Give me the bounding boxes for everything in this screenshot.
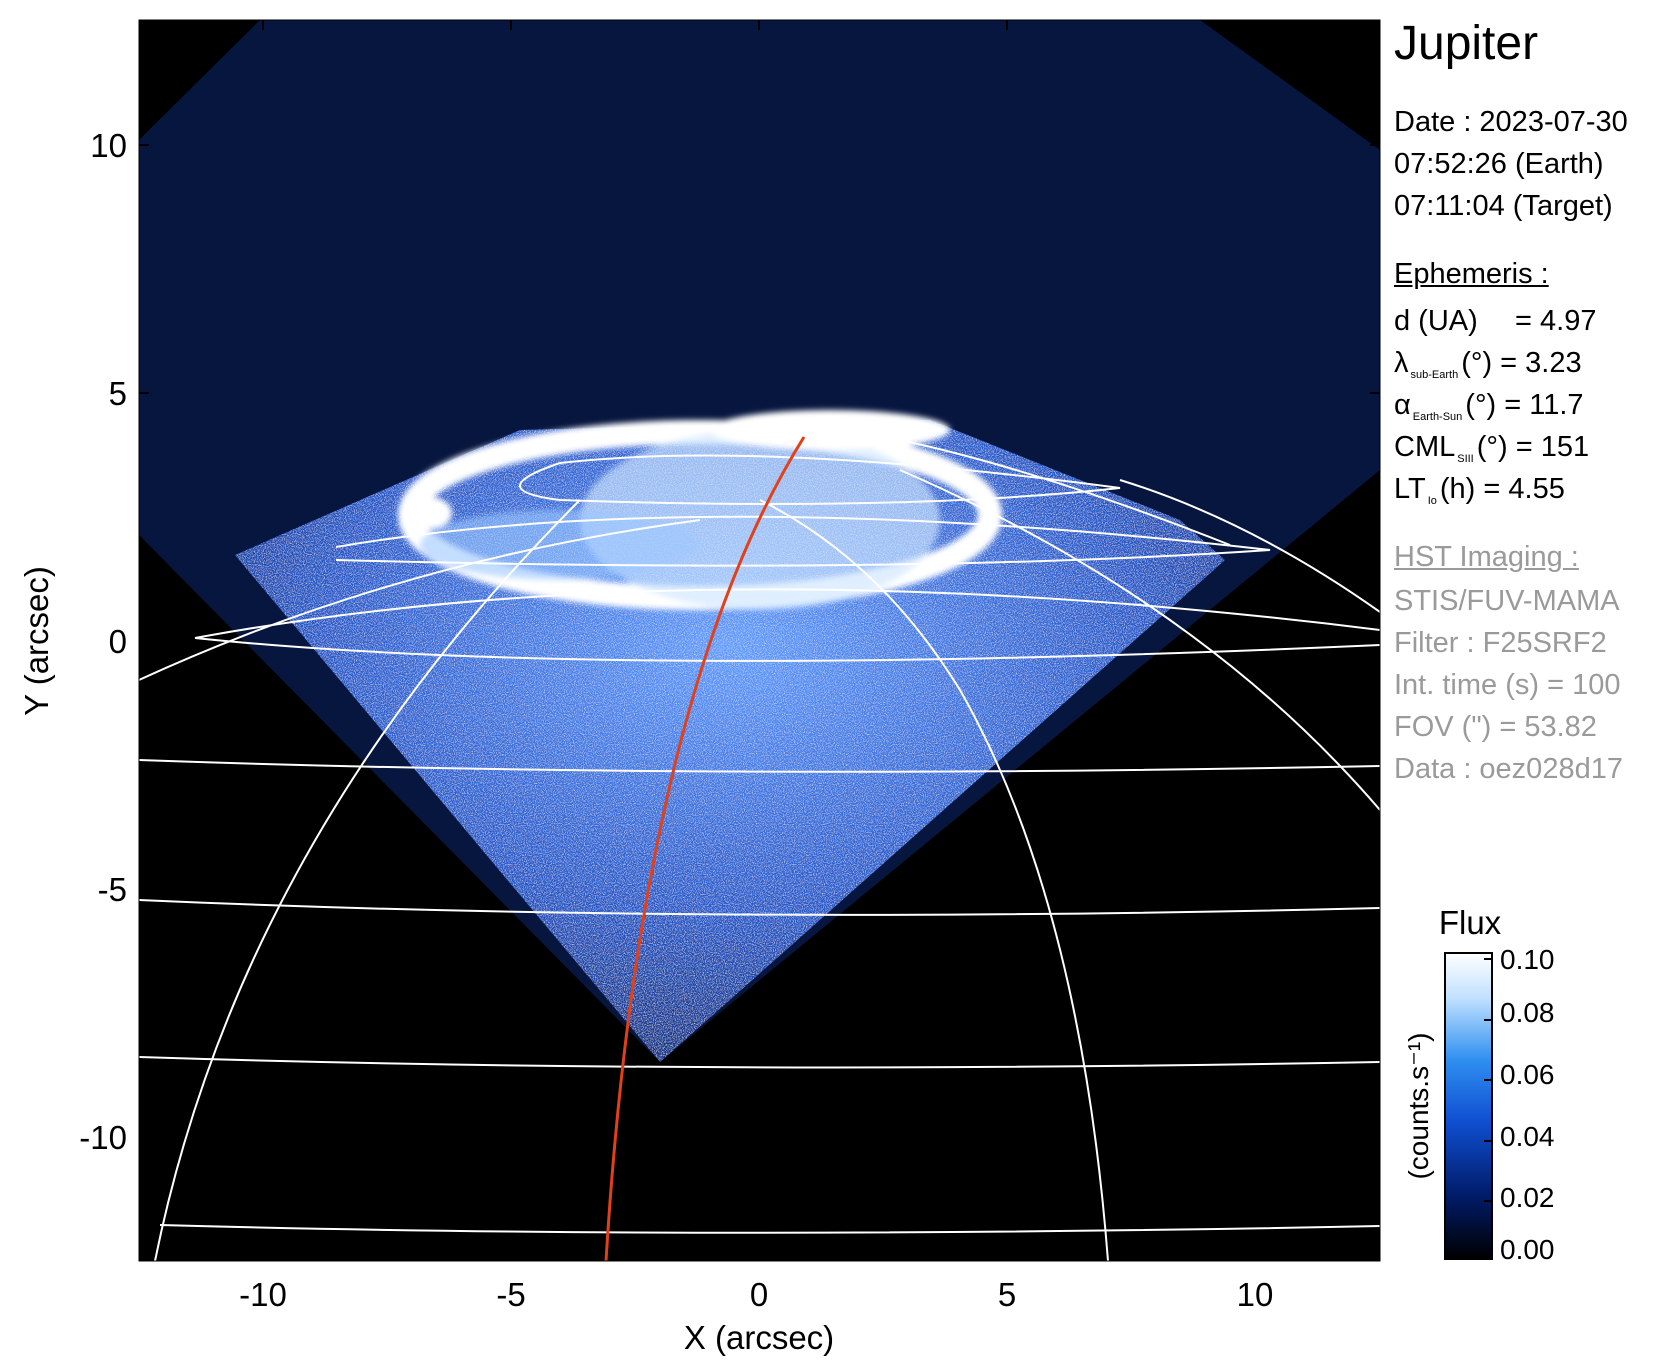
ephemeris-value: (°) = 11.7 bbox=[1465, 389, 1584, 421]
target-time: 07:11:04 (Target) bbox=[1394, 190, 1613, 222]
io-footprint-line bbox=[604, 436, 806, 1261]
ephemeris-symbol: d (UA) bbox=[1394, 305, 1478, 337]
colorbar-title: Flux bbox=[1439, 904, 1502, 941]
ephemeris-header: Ephemeris : bbox=[1394, 258, 1549, 290]
ephemeris-value: (°) = 151 bbox=[1476, 431, 1590, 463]
ephemeris-value: (h) = 4.55 bbox=[1439, 473, 1565, 505]
ephemeris-subscript: SIII bbox=[1457, 453, 1474, 465]
colorbar-tick-label: 0.06 bbox=[1500, 1059, 1555, 1090]
longitude-line bbox=[154, 499, 581, 1261]
latitude-line bbox=[159, 1224, 1380, 1234]
ephemeris-subscript: Earth-Sun bbox=[1412, 411, 1463, 423]
imaging-int-time: Int. time (s) = 100 bbox=[1394, 669, 1621, 701]
colorbar-tick-label: 0.08 bbox=[1500, 997, 1555, 1028]
axis-ticks bbox=[139, 20, 1380, 1261]
ephemeris-symbol: CML bbox=[1394, 431, 1456, 463]
y-tick-label: 0 bbox=[109, 623, 127, 660]
earth-time: 07:52:26 (Earth) bbox=[1394, 148, 1604, 180]
x-tick-label: 5 bbox=[998, 1276, 1016, 1313]
ephemeris-symbol: α bbox=[1394, 389, 1411, 421]
colorbar-tick-label: 0.04 bbox=[1500, 1121, 1555, 1152]
imaging-instrument: STIS/FUV-MAMA bbox=[1394, 585, 1620, 617]
colorbar-scale bbox=[1444, 952, 1493, 1260]
imaging-data-id: Data : oez028d17 bbox=[1394, 753, 1623, 785]
x-tick-label: 10 bbox=[1237, 1276, 1274, 1313]
ephemeris-row: d (UA) = 4.97 bbox=[1394, 300, 1596, 354]
imaging-fov: FOV (") = 53.82 bbox=[1394, 711, 1597, 743]
tick-labels: -10 -5 0 5 10 10 5 0 -5 -10 bbox=[79, 127, 1273, 1313]
longitude-line bbox=[139, 519, 701, 681]
ephemeris-row: α Earth-Sun (°) = 11.7 bbox=[1394, 384, 1584, 438]
colorbar: Flux 0.10 0.08 0.06 0.04 0.02 0.00 (coun… bbox=[1403, 904, 1555, 1265]
y-tick-label: 5 bbox=[109, 375, 127, 412]
colorbar-unit-label: (counts.s⁻¹) bbox=[1403, 1032, 1434, 1179]
longitude-line bbox=[899, 469, 1380, 811]
ephemeris-row: CML SIII (°) = 151 bbox=[1394, 426, 1589, 480]
longitude-line bbox=[899, 439, 1231, 546]
latitude-line bbox=[139, 759, 1380, 773]
ephemeris-subscript: Io bbox=[1427, 495, 1437, 507]
x-axis-label: X (arcsec) bbox=[684, 1319, 834, 1356]
x-tick-label: -10 bbox=[239, 1276, 287, 1313]
colorbar-tick-label: 0.00 bbox=[1500, 1234, 1555, 1265]
ephemeris-value: (°) = 3.23 bbox=[1461, 347, 1582, 379]
colorbar-tick-label: 0.10 bbox=[1500, 944, 1555, 975]
y-tick-label: 10 bbox=[90, 127, 127, 164]
ephemeris-value: = 4.97 bbox=[1482, 305, 1597, 337]
x-tick-label: 0 bbox=[750, 1276, 768, 1313]
ephemeris-symbol: LT bbox=[1394, 473, 1426, 505]
image-panel bbox=[139, 20, 1380, 1261]
latitude-line bbox=[139, 899, 1380, 916]
imaging-header: HST Imaging : bbox=[1394, 541, 1579, 573]
longitude-line bbox=[1119, 479, 1380, 613]
latitude-line bbox=[139, 1056, 1380, 1069]
y-tick-label: -5 bbox=[98, 871, 127, 908]
x-tick-label: -5 bbox=[496, 1276, 525, 1313]
ephemeris-symbol: λ bbox=[1394, 347, 1409, 379]
y-axis-label: Y (arcsec) bbox=[18, 566, 55, 716]
target-title: Jupiter bbox=[1394, 17, 1539, 70]
latitude-line bbox=[335, 515, 1271, 567]
longitude-line bbox=[759, 499, 1109, 1261]
imaging-filter: Filter : F25SRF2 bbox=[1394, 627, 1607, 659]
date-line: Date : 2023-07-30 bbox=[1394, 106, 1628, 138]
colorbar-tick-label: 0.02 bbox=[1500, 1182, 1555, 1213]
latitude-line bbox=[519, 454, 1121, 505]
y-tick-label: -10 bbox=[79, 1119, 127, 1156]
ephemeris-subscript: sub-Earth bbox=[1410, 369, 1459, 381]
ephemeris-row: λ sub-Earth (°) = 3.23 bbox=[1394, 342, 1582, 396]
ephemeris-row: LT Io (h) = 4.55 bbox=[1394, 468, 1565, 522]
latitude-line bbox=[194, 588, 1380, 662]
lat-lon-grid bbox=[139, 439, 1380, 1261]
